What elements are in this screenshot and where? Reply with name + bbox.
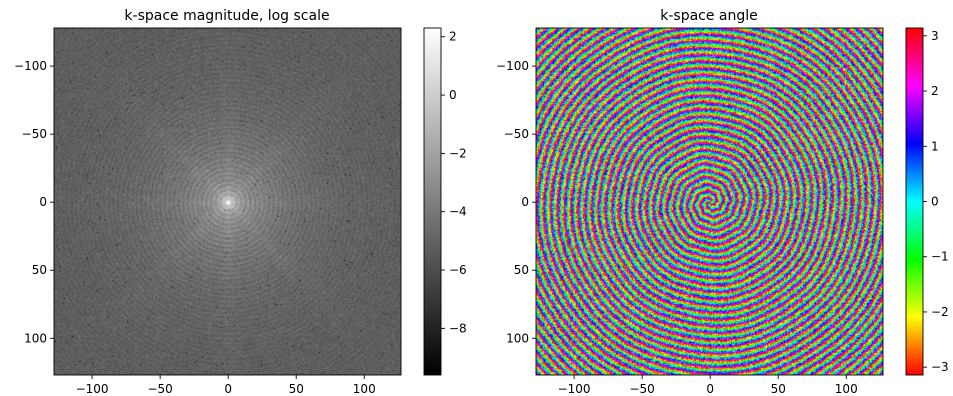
magnitude-colorbar: 2 0 −2 −4 −6 −8 — [423, 27, 467, 376]
x-tick-label: 50 — [771, 382, 786, 396]
angle-panel: k-space angle −100 −50 0 50 100 −100 −50 0 50 10… — [496, 8, 884, 396]
y-tick-label: 50 — [514, 263, 529, 277]
y-tick-label: 100 — [506, 331, 529, 345]
angle-y-ticks: −100 −50 0 50 100 — [496, 59, 536, 345]
y-tick-label: −100 — [14, 59, 47, 73]
colorbar-tick-label: 2 — [931, 84, 939, 98]
magnitude-colorbar-ticks: 2 0 −2 −4 −6 −8 — [441, 30, 467, 335]
magnitude-axes-frame — [53, 27, 402, 376]
colorbar-tick-label: 3 — [931, 29, 939, 43]
angle-colorbar: 3 2 1 0 −1 −2 −3 — [905, 27, 949, 376]
magnitude-colorbar-gradient — [424, 28, 441, 375]
magnitude-heatmap — [54, 28, 401, 375]
colorbar-tick-label: −6 — [449, 263, 467, 277]
colorbar-tick-label: −2 — [931, 305, 949, 319]
x-tick-label: 0 — [706, 382, 714, 396]
x-tick-label: −100 — [558, 382, 591, 396]
angle-image-wrapper — [536, 28, 883, 375]
magnitude-x-ticks: −100 −50 0 50 100 — [76, 375, 376, 396]
colorbar-tick-label: 0 — [449, 88, 457, 102]
y-tick-label: −100 — [496, 59, 529, 73]
angle-colorbar-ticks: 3 2 1 0 −1 −2 −3 — [923, 29, 949, 374]
colorbar-tick-label: −8 — [449, 321, 467, 335]
magnitude-panel: k-space magnitude, log scale −100 −50 0 50 1… — [14, 8, 402, 396]
magnitude-colorbar-frame — [423, 27, 442, 376]
colorbar-tick-label: −2 — [449, 146, 467, 160]
y-tick-label: 0 — [39, 195, 47, 209]
magnitude-y-ticks: −100 −50 0 50 100 — [14, 59, 54, 345]
angle-heatmap — [536, 28, 883, 375]
magnitude-title: k-space magnitude, log scale — [124, 8, 329, 24]
colorbar-tick-label: 1 — [931, 139, 939, 153]
colorbar-tick-label: −4 — [449, 205, 467, 219]
colorbar-tick-label: −3 — [931, 360, 949, 374]
y-tick-label: 100 — [24, 331, 47, 345]
y-tick-label: −50 — [22, 127, 47, 141]
colorbar-tick-label: 0 — [931, 195, 939, 209]
angle-title: k-space angle — [660, 8, 758, 24]
y-tick-label: 0 — [521, 195, 529, 209]
x-tick-label: −50 — [629, 382, 654, 396]
angle-axes-frame — [535, 27, 884, 376]
y-tick-label: −50 — [504, 127, 529, 141]
x-tick-label: 0 — [224, 382, 232, 396]
x-tick-label: 50 — [289, 382, 304, 396]
y-tick-label: 50 — [32, 263, 47, 277]
colorbar-tick-label: 2 — [449, 30, 457, 44]
angle-x-ticks: −100 −50 0 50 100 — [558, 375, 858, 396]
x-tick-label: 100 — [835, 382, 858, 396]
x-tick-label: −50 — [147, 382, 172, 396]
magnitude-image-wrapper — [54, 28, 401, 375]
x-tick-label: −100 — [76, 382, 109, 396]
x-tick-label: 100 — [353, 382, 376, 396]
colorbar-tick-label: −1 — [931, 250, 949, 264]
angle-colorbar-gradient — [906, 28, 923, 375]
